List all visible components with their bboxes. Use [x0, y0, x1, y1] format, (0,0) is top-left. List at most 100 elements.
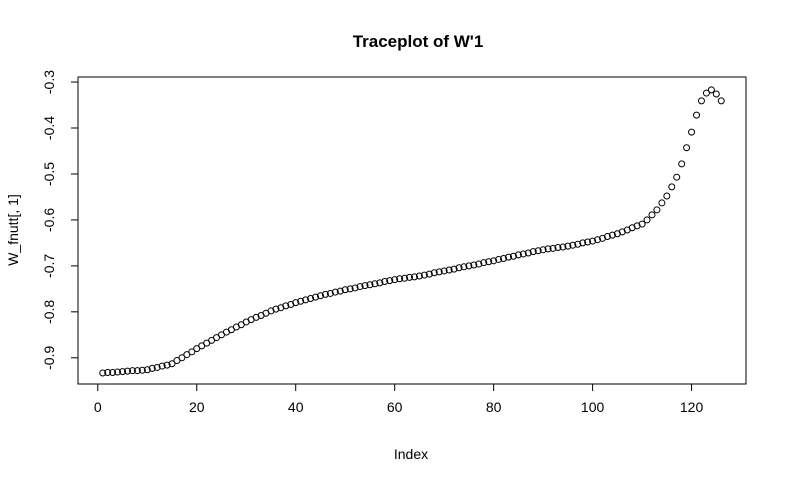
chart-title: Traceplot of W'1 — [353, 32, 484, 51]
point — [460, 263, 468, 271]
point — [143, 366, 151, 374]
point — [549, 244, 557, 252]
y-tick-label: -0.8 — [41, 300, 57, 324]
point — [712, 90, 720, 98]
point — [272, 305, 280, 313]
point — [396, 275, 404, 283]
point — [697, 97, 705, 105]
point — [500, 255, 508, 263]
x-tick-label: 40 — [288, 399, 304, 415]
x-tick-label: 100 — [581, 399, 605, 415]
x-axis-label: Index — [394, 446, 428, 462]
point — [594, 236, 602, 244]
y-tick-label: -0.7 — [41, 254, 57, 278]
x-tick-label: 80 — [486, 399, 502, 415]
point — [366, 281, 374, 289]
point — [603, 232, 611, 240]
point — [564, 242, 572, 250]
point — [693, 111, 701, 119]
point — [420, 271, 428, 279]
plot-box — [77, 76, 747, 385]
point — [178, 354, 186, 362]
point — [158, 362, 166, 370]
point — [529, 248, 537, 256]
y-tick-label: -0.6 — [41, 208, 57, 232]
point — [559, 243, 567, 251]
point — [702, 89, 710, 97]
point — [574, 240, 582, 248]
point — [519, 250, 527, 258]
point — [668, 183, 676, 191]
point — [430, 269, 438, 277]
point — [653, 206, 661, 214]
point — [445, 266, 453, 274]
point — [584, 238, 592, 246]
point — [485, 258, 493, 266]
point — [128, 367, 136, 375]
point — [133, 367, 141, 375]
point — [307, 295, 315, 303]
point — [643, 216, 651, 224]
point — [153, 363, 161, 371]
point — [188, 348, 196, 356]
point — [638, 220, 646, 228]
point — [658, 199, 666, 207]
x-tick-label: 120 — [680, 399, 704, 415]
point — [440, 267, 448, 275]
point — [99, 369, 107, 377]
point — [688, 128, 696, 136]
y-tick-label: -0.5 — [41, 162, 57, 186]
point — [282, 302, 290, 310]
point — [455, 264, 463, 272]
point — [475, 260, 483, 268]
point — [148, 364, 156, 372]
point — [683, 144, 691, 152]
point — [331, 288, 339, 296]
point — [371, 280, 379, 288]
point — [514, 251, 522, 259]
point — [351, 284, 359, 292]
point — [406, 273, 414, 281]
point — [297, 297, 305, 305]
point — [569, 241, 577, 249]
point — [648, 211, 656, 219]
point — [673, 173, 681, 181]
point — [168, 360, 176, 368]
point — [415, 272, 423, 280]
point — [109, 369, 117, 377]
point — [292, 299, 300, 307]
point — [504, 253, 512, 261]
point — [435, 268, 443, 276]
point — [104, 369, 112, 377]
y-tick-label: -0.3 — [41, 70, 57, 94]
point — [450, 265, 458, 273]
point — [534, 247, 542, 255]
point — [663, 192, 671, 200]
point — [509, 252, 517, 260]
point — [119, 368, 127, 376]
x-tick-label: 60 — [387, 399, 403, 415]
point — [381, 278, 389, 286]
point — [391, 276, 399, 284]
point — [470, 261, 478, 269]
point — [490, 257, 498, 265]
x-tick-label: 0 — [94, 399, 102, 415]
point — [524, 249, 532, 257]
point — [425, 270, 433, 278]
point — [717, 97, 725, 105]
x-tick-label: 20 — [189, 399, 205, 415]
point — [554, 244, 562, 252]
point — [401, 274, 409, 282]
point — [579, 239, 587, 247]
point — [544, 245, 552, 253]
point — [589, 237, 597, 245]
point — [608, 231, 616, 239]
point — [495, 255, 503, 263]
point — [316, 292, 324, 300]
point — [123, 367, 131, 375]
point — [465, 262, 473, 270]
point — [356, 283, 364, 291]
point — [336, 287, 344, 295]
point — [386, 277, 394, 285]
